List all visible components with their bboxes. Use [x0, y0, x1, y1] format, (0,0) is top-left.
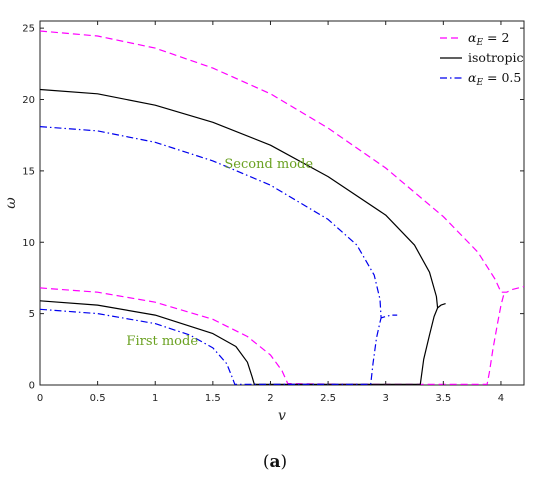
y-axis-label: ω: [3, 197, 19, 209]
annotation-label: First mode: [126, 334, 198, 349]
x-tick-label: 3.5: [435, 393, 451, 404]
series-line-iso_first: [39, 300, 439, 385]
legend-entry-label: isotropic: [468, 50, 523, 65]
x-axis-label: v: [278, 408, 286, 424]
annotation-label: Second mode: [224, 157, 313, 172]
series-line-alpha05_first: [39, 308, 382, 385]
x-tick-label: 1: [152, 393, 158, 404]
x-tick-label: 4: [498, 393, 504, 404]
annotation-layer: Second mode First mode: [126, 157, 313, 349]
plot-frame: [39, 20, 525, 386]
x-tick-label: 3: [383, 393, 389, 404]
tick-layer: 0 0.5 1 1.5 2 2.5 3 3.5 4 0 5 10 15 20 25: [22, 21, 524, 404]
caption-open: (: [262, 452, 270, 472]
x-tick-label: 1.5: [205, 393, 221, 404]
legend-entry-label: αE = 2: [468, 30, 509, 48]
series-line-alpha2_second: [39, 30, 525, 293]
series-line-alpha2_first: [39, 287, 505, 385]
legend: αE = 2 isotropic αE = 0.5: [440, 30, 523, 88]
x-tick-label: 0.5: [90, 393, 106, 404]
x-tick-label: 2: [267, 393, 273, 404]
series-layer: [39, 30, 525, 385]
series-line-alpha05_second: [39, 126, 398, 319]
x-tick-label: 2.5: [320, 393, 336, 404]
caption-letter: a: [269, 452, 281, 472]
axes-frame: [39, 20, 525, 386]
figure-caption: (a): [0, 452, 550, 472]
y-tick-label: 20: [22, 95, 35, 106]
y-tick-label: 10: [22, 238, 35, 249]
y-tick-label: 0: [29, 381, 35, 392]
y-tick-label: 15: [22, 166, 35, 177]
series-line-iso_second: [39, 88, 446, 309]
caption-close: ): [280, 452, 288, 472]
y-tick-label: 25: [22, 24, 35, 35]
legend-entry-label: αE = 0.5: [468, 70, 521, 88]
y-tick-label: 5: [29, 309, 35, 320]
x-tick-label: 0: [37, 393, 43, 404]
